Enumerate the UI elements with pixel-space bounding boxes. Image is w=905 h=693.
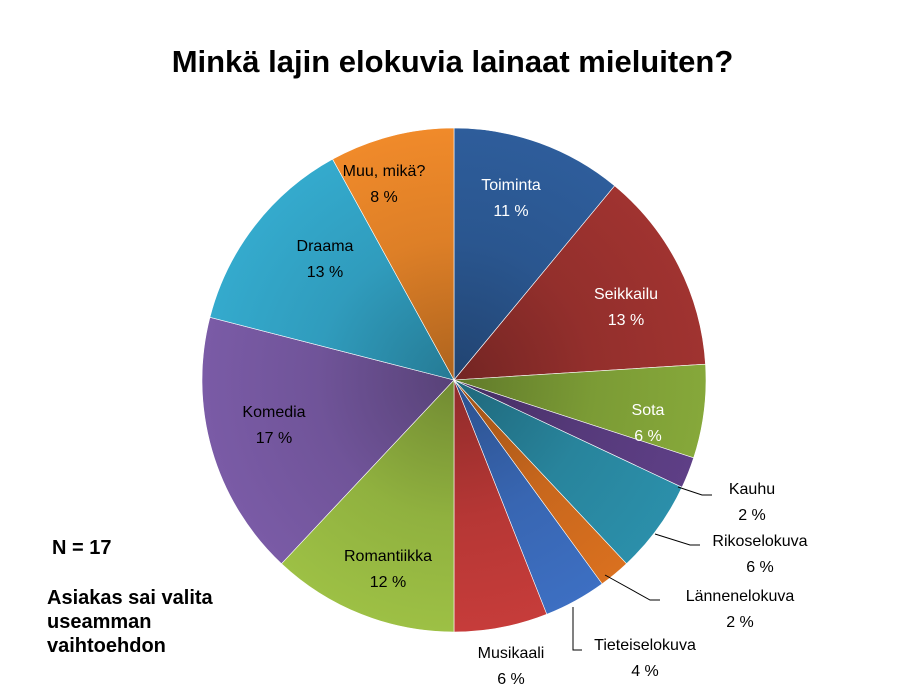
leader-line-lannenelokuva (604, 574, 660, 601)
slice-label-lannenelokuva: Lännenelokuva (686, 588, 795, 605)
leader-line-rikoselokuva (654, 533, 700, 546)
slice-value-kauhu: 2 % (738, 507, 766, 524)
slice-draama (209, 158, 455, 381)
slice-value-komedia: 17 % (256, 430, 292, 447)
slice-label-seikkailu: Seikkailu (594, 286, 658, 303)
slice-label-tieteiselokuva: Tieteiselokuva (594, 637, 696, 654)
slice-seikkailu (453, 185, 706, 381)
slice-toiminta (453, 127, 616, 381)
slice-label-kauhu: Kauhu (729, 481, 775, 498)
slice-value-toiminta: 11 % (493, 203, 528, 220)
slice-label-komedia: Komedia (242, 404, 305, 421)
slice-value-draama: 13 % (307, 264, 343, 281)
slice-value-muu-mika: 8 % (370, 189, 398, 206)
slice-value-rikoselokuva: 6 % (746, 559, 774, 576)
slice-value-musikaali: 6 % (497, 671, 525, 688)
slice-label-draama: Draama (297, 238, 354, 255)
slice-label-musikaali: Musikaali (478, 645, 545, 662)
slice-muu-mika (332, 127, 455, 381)
slice-label-sota: Sota (632, 402, 665, 419)
slice-label-muu-mika: Muu, mikä? (343, 163, 426, 180)
slice-value-tieteiselokuva: 4 % (631, 663, 659, 680)
slice-value-lannenelokuva: 2 % (726, 614, 754, 631)
slice-value-romantiikka: 12 % (370, 574, 406, 591)
slice-value-sota: 6 % (634, 428, 662, 445)
pie-slices (201, 127, 707, 633)
leader-line-tieteiselokuva (572, 607, 582, 651)
leader-line-kauhu (677, 486, 712, 496)
multiple-choice-note: Asiakas sai valita useamman vaihtoehdon (47, 587, 213, 657)
slice-komedia (201, 316, 455, 565)
label-leader-lines (572, 486, 712, 651)
chart-title: Minkä lajin elokuvia lainaat mieluiten? (171, 44, 734, 79)
slice-labels: Toiminta 11 % Seikkailu 13 % Sota 6 % Kauhu 2 %… (242, 163, 807, 688)
slice-value-seikkailu: 13 % (608, 312, 644, 329)
sample-size-note: N = 17 (52, 537, 112, 559)
slice-romantiikka (281, 379, 455, 633)
slice-label-rikoselokuva: Rikoselokuva (712, 533, 807, 550)
slice-label-toiminta: Toiminta (481, 177, 541, 194)
slice-label-romantiikka: Romantiikka (344, 548, 432, 565)
